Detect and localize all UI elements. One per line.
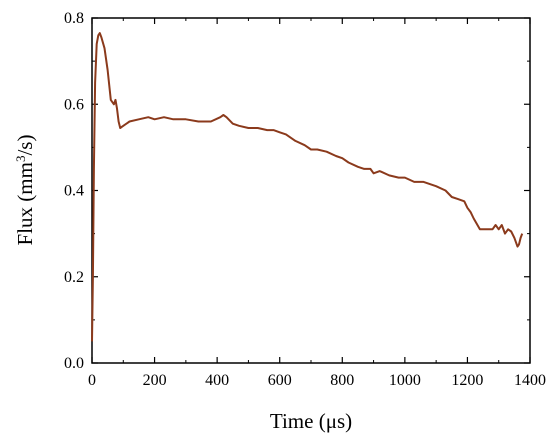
x-axis-ticks: 0 200 400 600 800 1000 1200 1400 [88, 18, 546, 389]
x-tick-label: 600 [268, 372, 292, 389]
x-tick-label: 200 [143, 372, 167, 389]
x-tick-label: 400 [205, 372, 229, 389]
x-tick-label: 800 [330, 372, 354, 389]
flux-series-line [91, 32, 524, 342]
x-axis-title: Time (μs) [270, 409, 352, 433]
y-tick-label: 0.2 [64, 269, 84, 286]
y-tick-label: 0.8 [64, 10, 84, 27]
plot-frame [91, 17, 531, 364]
x-tick-label: 0 [88, 372, 96, 389]
x-tick-label: 1400 [514, 372, 546, 389]
y-axis-title-suffix: /s) [13, 135, 37, 156]
y-tick-label: 0.4 [64, 183, 84, 200]
y-axis-title: Flux (mm3/s) [13, 135, 38, 246]
x-tick-label: 1000 [389, 372, 421, 389]
y-tick-label: 0.6 [64, 96, 84, 113]
y-axis-title-superscript: 3 [13, 156, 28, 163]
x-tick-label: 1200 [451, 372, 483, 389]
y-axis-title-prefix: Flux (mm [13, 162, 37, 245]
y-tick-label: 0.0 [64, 355, 84, 372]
y-axis-ticks: 0.0 0.2 0.4 0.6 0.8 [64, 10, 530, 372]
